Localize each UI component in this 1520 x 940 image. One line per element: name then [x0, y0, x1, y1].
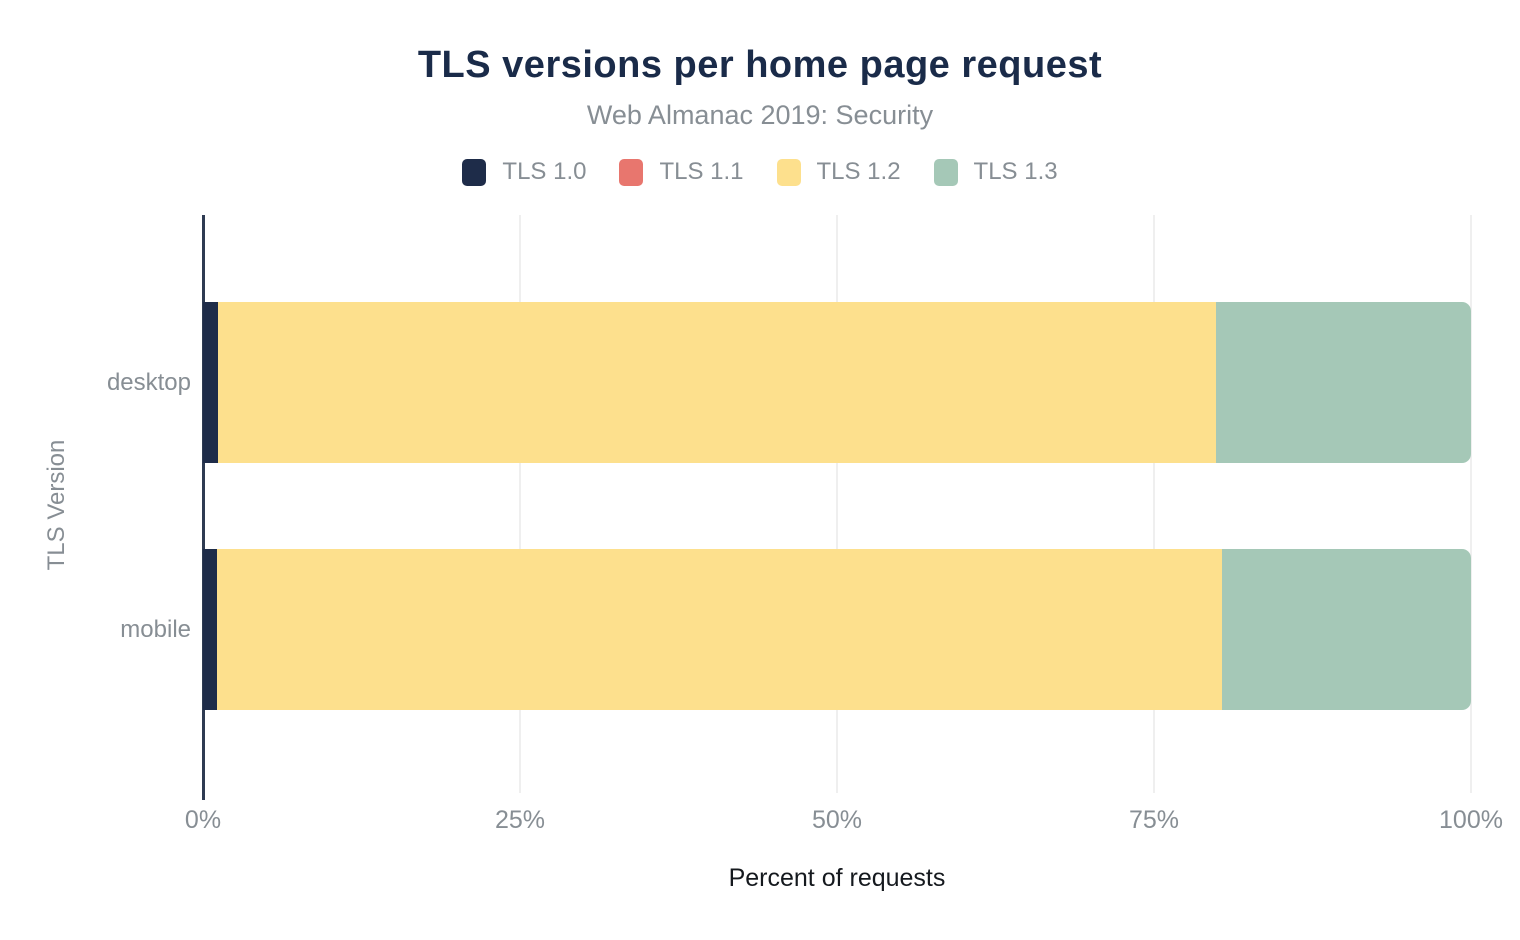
bar-segment-desktop-tls-1.3[interactable]	[1216, 302, 1471, 463]
x-tick-label-50%: 50%	[811, 806, 863, 834]
legend-swatch-tls-1.2	[776, 158, 801, 186]
chart-subtitle: Web Almanac 2019: Security	[586, 100, 934, 130]
bar-mobile	[203, 549, 1471, 710]
legend-item-tls-1.3: TLS 1.3	[933, 158, 1058, 186]
legend-item-tls-1.0: TLS 1.0	[462, 158, 586, 186]
gridline-100%	[1470, 215, 1472, 793]
x-axis-title: Percent of requests	[728, 864, 946, 892]
gridline-25%	[519, 215, 521, 793]
bar-desktop	[203, 302, 1471, 463]
chart-title: TLS versions per home page request	[417, 44, 1103, 86]
legend-swatch-tls-1.1	[619, 158, 644, 186]
bar-segment-mobile-tls-1.0[interactable]	[203, 549, 217, 710]
bar-segment-desktop-tls-1.2[interactable]	[218, 302, 1217, 463]
bar-segment-mobile-tls-1.2[interactable]	[216, 549, 1223, 710]
y-axis-line	[202, 215, 205, 800]
legend-item-tls-1.1: TLS 1.1	[619, 158, 744, 186]
x-tick-label-0%: 0%	[184, 806, 222, 834]
bar-segment-mobile-tls-1.3[interactable]	[1222, 549, 1471, 710]
legend-swatch-tls-1.3	[933, 158, 958, 186]
legend-label-tls-1.2: TLS 1.2	[816, 158, 901, 185]
gridline-50%	[836, 215, 838, 793]
y-axis-title: TLS Version	[43, 439, 70, 571]
legend-label-tls-1.0: TLS 1.0	[502, 158, 587, 185]
bar-segment-desktop-tls-1.0[interactable]	[203, 302, 219, 463]
x-tick-label-75%: 75%	[1128, 806, 1180, 834]
legend-label-tls-1.1: TLS 1.1	[659, 158, 744, 185]
y-category-label-mobile: mobile	[120, 615, 191, 643]
legend-swatch-tls-1.0	[462, 158, 487, 186]
x-tick-label-100%: 100%	[1439, 806, 1503, 834]
legend: TLS 1.0 TLS 1.1 TLS 1.2 TLS 1.3	[0, 158, 1520, 186]
legend-item-tls-1.2: TLS 1.2	[776, 158, 901, 186]
x-tick-label-25%: 25%	[494, 806, 546, 834]
y-category-label-desktop: desktop	[106, 368, 191, 396]
plot-area: 0% 25% 50% 75% 100% desktop mobile	[107, 215, 1503, 834]
gridline-75%	[1153, 215, 1155, 793]
legend-label-tls-1.3: TLS 1.3	[973, 158, 1058, 185]
